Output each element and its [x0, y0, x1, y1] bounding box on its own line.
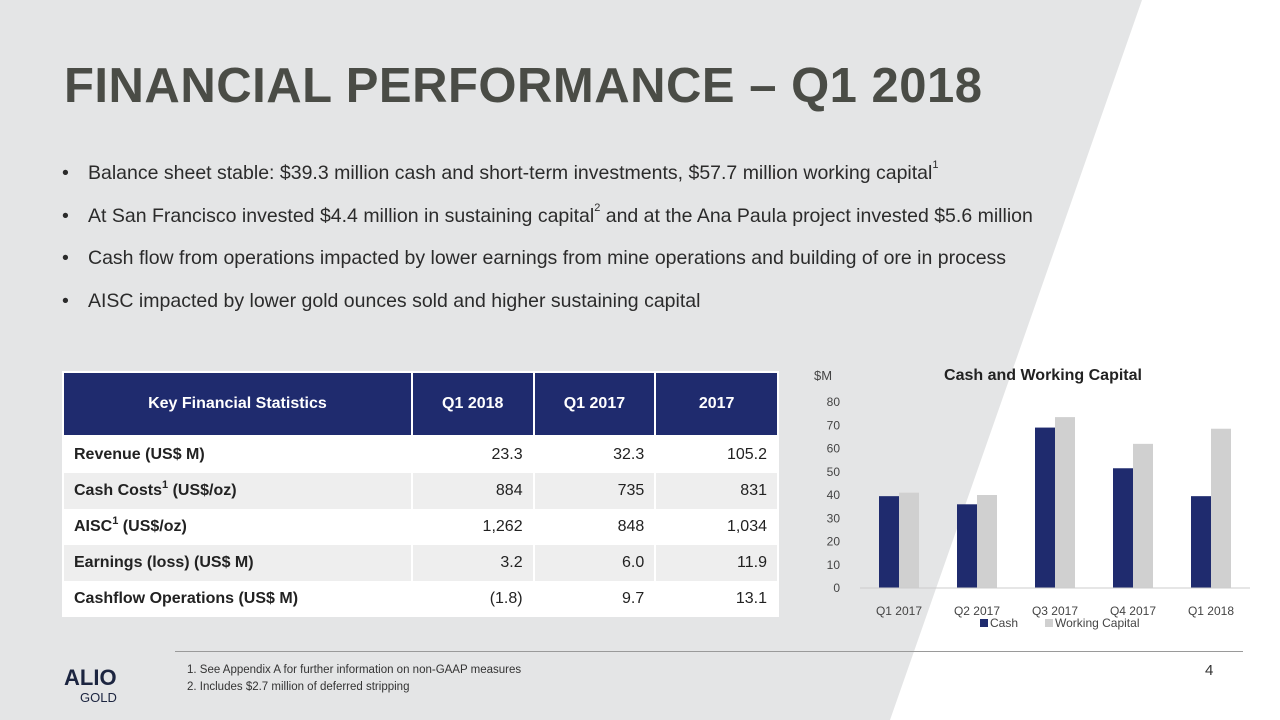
bar-cash	[1113, 468, 1133, 588]
page-title: FINANCIAL PERFORMANCE – Q1 2018	[64, 59, 983, 113]
x-tick-label: Q3 2017	[1032, 604, 1078, 618]
table-cell: 848	[532, 509, 657, 545]
table-row: Earnings (loss) (US$ M) 3.2 6.0 11.9	[62, 545, 779, 581]
bullet-item: • AISC impacted by lower gold ounces sold…	[62, 289, 701, 312]
x-tick-label: Q2 2017	[954, 604, 1000, 618]
row-label: Cashflow Operations (US$ M)	[62, 581, 413, 617]
financial-statistics-table: Key Financial Statistics Q1 2018 Q1 2017…	[62, 371, 779, 617]
row-label: Cash Costs1 (US$/oz)	[62, 473, 413, 509]
y-tick-label: 60	[827, 442, 841, 456]
table-header: Q1 2018	[410, 371, 535, 437]
y-axis-label: $M	[814, 368, 832, 383]
bar-working-capital	[899, 492, 919, 588]
footnote: 1. See Appendix A for further informatio…	[187, 664, 522, 676]
alio-gold-logo: ALIO GOLD	[64, 665, 117, 705]
table-cell: (1.8)	[410, 581, 535, 617]
y-tick-label: 30	[827, 511, 841, 525]
bar-working-capital	[1133, 443, 1153, 588]
legend-label: Cash	[990, 616, 1018, 630]
page-number: 4	[1205, 662, 1214, 679]
bar-cash	[957, 504, 977, 588]
table-header: Q1 2017	[532, 371, 657, 437]
bar-working-capital	[1055, 417, 1075, 588]
table-cell: 735	[532, 473, 657, 509]
table-cell: 32.3	[532, 436, 657, 473]
table-cell: 6.0	[532, 545, 657, 581]
bullet-item: • At San Francisco invested $4.4 million …	[62, 201, 1033, 227]
table-cell: 884	[410, 473, 535, 509]
footnote-ref: 2	[594, 201, 601, 214]
table-cell: 11.9	[654, 545, 779, 581]
y-tick-label: 50	[827, 465, 841, 479]
table-header-row: Key Financial Statistics Q1 2018 Q1 2017…	[62, 371, 779, 437]
footnote-ref: 1	[932, 159, 939, 171]
footnote: 2. Includes $2.7 million of deferred str…	[187, 681, 410, 693]
table-header: Key Financial Statistics	[62, 371, 413, 437]
y-tick-label: 20	[827, 535, 841, 549]
bullet-item: • Cash flow from operations impacted by l…	[62, 247, 1007, 269]
table-cell: 105.2	[654, 436, 779, 473]
legend-label: Working Capital	[1055, 616, 1139, 630]
bar-cash	[1035, 427, 1055, 588]
table-cell: 1,034	[654, 509, 779, 545]
bar-cash	[879, 496, 899, 588]
bar-working-capital	[977, 495, 997, 588]
row-label: Revenue (US$ M)	[62, 436, 413, 473]
table-row: Revenue (US$ M) 23.3 32.3 105.2	[62, 436, 779, 473]
bullet-item: • Balance sheet stable: $39.3 million cas…	[62, 159, 939, 184]
legend-swatch	[980, 619, 988, 627]
table-row: Cash Costs1 (US$/oz) 884 735 831	[62, 473, 779, 509]
x-tick-label: Q4 2017	[1110, 604, 1156, 618]
y-tick-label: 80	[827, 395, 841, 409]
cash-working-capital-chart: $M Cash and Working Capital 0 10 20 30 40 50 60 7…	[814, 367, 1250, 630]
row-label: Earnings (loss) (US$ M)	[62, 545, 413, 581]
table-cell: 831	[654, 473, 779, 509]
y-tick-label: 10	[827, 558, 841, 572]
table-cell: 9.7	[532, 581, 657, 617]
bar-working-capital	[1211, 428, 1231, 588]
table-cell: 23.3	[410, 436, 535, 473]
row-label: AISC1 (US$/oz)	[62, 509, 413, 545]
legend-swatch	[1045, 619, 1053, 627]
table-cell: 1,262	[410, 509, 535, 545]
footnotes: 1. See Appendix A for further informatio…	[187, 662, 521, 696]
footer-divider	[175, 651, 1243, 652]
table-cell: 3.2	[410, 545, 535, 581]
chart-title: Cash and Working Capital	[944, 367, 1142, 384]
svg-text:GOLD: GOLD	[80, 690, 117, 705]
y-tick-label: 40	[827, 488, 841, 502]
x-tick-label: Q1 2017	[876, 604, 922, 618]
table-header: 2017	[654, 371, 779, 437]
bullet-list: • Balance sheet stable: $39.3 million cas…	[62, 159, 1033, 332]
svg-text:ALIO: ALIO	[64, 665, 117, 690]
y-tick-label: 70	[827, 418, 841, 432]
table-row: Cashflow Operations (US$ M) (1.8) 9.7 13…	[62, 581, 779, 617]
bar-cash	[1191, 496, 1211, 588]
table-cell: 13.1	[654, 581, 779, 617]
table-row: AISC1 (US$/oz) 1,262 848 1,034	[62, 509, 779, 545]
y-tick-label: 0	[833, 581, 840, 595]
x-tick-label: Q1 2018	[1188, 604, 1234, 618]
